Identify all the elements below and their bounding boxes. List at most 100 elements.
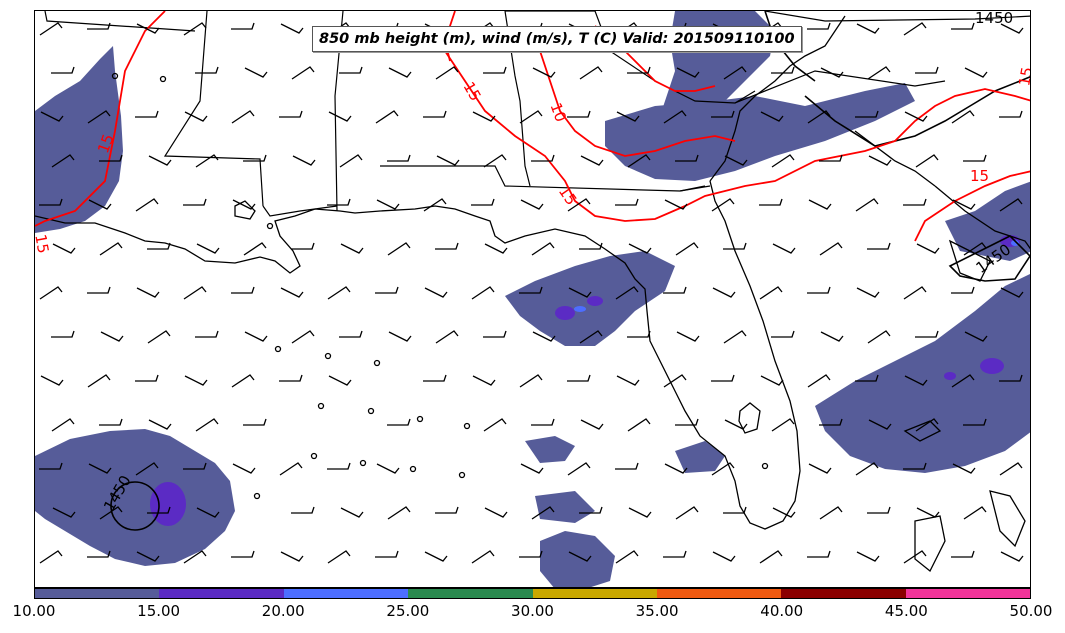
wind-barb (999, 110, 1023, 118)
wind-barb (87, 22, 111, 30)
wind-barb (531, 418, 555, 426)
wind-barb (244, 67, 268, 78)
wind-barb (904, 111, 928, 122)
colorbar-segment (408, 589, 533, 598)
wind-barb (615, 462, 639, 470)
colorbar-tick-label: 50.00 (1009, 602, 1053, 620)
wind-barb (855, 198, 879, 212)
wind-barb (483, 154, 507, 168)
shading-gulf-low (35, 429, 235, 566)
colorbar-tick-label: 25.00 (386, 602, 430, 620)
wind-barb (820, 331, 844, 342)
wind-barb (327, 462, 351, 470)
coast-bahamas-2 (914, 515, 946, 573)
wind-barb (195, 66, 219, 74)
colorbar-tick-label: 45.00 (884, 602, 928, 620)
wind-barb (339, 66, 363, 74)
wind-barb (904, 375, 928, 386)
wind-barb (423, 110, 447, 118)
wind-barb (567, 462, 591, 476)
coast-bay (234, 200, 256, 220)
wind-barb (423, 374, 447, 382)
calm-wind-circle (458, 471, 466, 479)
wind-barb (135, 374, 159, 382)
wind-barb (88, 463, 112, 474)
wind-barb (915, 418, 939, 432)
wind-barb (483, 330, 507, 338)
wind-barb (147, 506, 171, 514)
wind-barb (579, 66, 603, 80)
colorbar-tick-label: 30.00 (511, 602, 554, 620)
wind-barb (771, 66, 795, 74)
wind-barb (615, 550, 639, 564)
wind-barb (39, 198, 63, 206)
wind-barb (231, 110, 255, 124)
wind-barb (87, 286, 111, 294)
wind-barb (183, 550, 207, 564)
wind-barb (531, 242, 555, 256)
calm-wind-circle (159, 75, 167, 83)
wind-barb (867, 330, 891, 344)
wind-barb (243, 242, 267, 256)
wind-barb (676, 67, 700, 78)
wind-barb (915, 330, 939, 338)
wind-barb (772, 243, 796, 254)
wind-barb (771, 330, 795, 338)
wind-barb (807, 110, 831, 124)
wind-barb (99, 154, 123, 162)
wind-barb (327, 198, 351, 206)
wind-barb (903, 462, 927, 470)
wind-barb (819, 418, 843, 426)
wind-barb (39, 22, 63, 36)
wind-barb (231, 374, 255, 388)
wind-barb (519, 550, 543, 558)
wind-speed-shading-stronger (574, 240, 1019, 312)
wind-barb (279, 374, 303, 382)
wind-barb (808, 199, 832, 210)
wind-barb (579, 330, 603, 344)
wind-barb (40, 375, 64, 386)
wind-barb (424, 287, 448, 298)
wind-barb (484, 507, 508, 518)
wind-barb (39, 550, 63, 564)
calm-wind-circle (266, 222, 274, 230)
wind-barb (51, 66, 75, 74)
wind-barb (868, 419, 892, 430)
wind-barb (808, 463, 832, 474)
temp-contour-15-west (35, 11, 166, 227)
wind-barb (52, 243, 76, 254)
wind-barb (340, 243, 364, 254)
wind-barb (568, 551, 592, 562)
border-al-ga (504, 11, 531, 187)
wind-barb (99, 242, 123, 256)
wind-barb (712, 551, 736, 562)
wind-barb (184, 111, 208, 122)
wind-barb (867, 66, 891, 80)
wind-barb (99, 506, 123, 520)
temp-contour-10 (529, 30, 736, 157)
wind-barb (520, 463, 544, 474)
wind-barb (951, 374, 975, 388)
wind-barb (519, 374, 543, 388)
wind-barb (723, 66, 747, 80)
height-contour-east (948, 235, 1030, 282)
border-va (764, 11, 1030, 22)
wind-barb (51, 154, 75, 168)
wind-barb (135, 198, 159, 212)
wind-barb (520, 199, 544, 210)
wind-barb (244, 331, 268, 342)
wind-barb (723, 506, 747, 514)
wind-barb (711, 110, 735, 118)
wind-barb (903, 286, 927, 300)
wind-barb (484, 243, 508, 254)
wind-barb (627, 418, 651, 432)
wind-barb (436, 155, 460, 166)
wind-barb (375, 550, 399, 558)
wind-barb (628, 243, 652, 254)
temperature-contours (35, 11, 1030, 242)
wind-barb (291, 506, 315, 514)
wind-barb (616, 111, 640, 122)
colorbar-tick-label: 35.00 (635, 602, 679, 620)
wind-barb (435, 330, 459, 344)
wind-barb (568, 287, 592, 298)
